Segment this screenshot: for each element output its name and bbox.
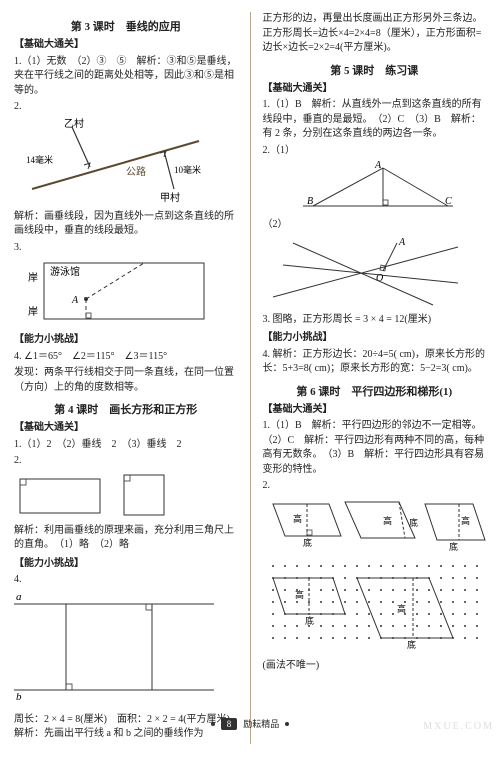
l6-basics-label: 【基础大通关】: [263, 403, 487, 418]
watermark: MXUE.COM: [423, 721, 494, 732]
svg-text:高: 高: [397, 603, 406, 614]
dist1: 14毫米: [26, 154, 53, 165]
svg-text:B: B: [307, 196, 313, 207]
svg-text:高: 高: [295, 589, 304, 600]
l3-q1: 1.（1）无数 （2）③ ⑤ 解析：③和⑤是垂线，夹在平行线之间的距离处处相等，…: [14, 55, 238, 99]
l3-q2-label: 2.: [14, 100, 238, 115]
l4-q4-label: 4.: [14, 573, 238, 588]
l3-q2-expl: 解析：画垂线段，因为直线外一点到这条直线的所画线段中，垂直的线段最短。: [14, 210, 238, 239]
lesson4-title: 第 4 课时 画长方形和正方形: [14, 401, 238, 417]
village-b: 乙村: [64, 117, 84, 130]
svg-text:岸: 岸: [28, 306, 38, 318]
lesson3-title: 第 3 课时 垂线的应用: [14, 18, 238, 34]
l4-q2-expl: 解析：利用画垂线的原理来画，充分利用三角尺上的直角。 （1）略 （2）略: [14, 524, 238, 553]
l5-q2-label: 2.（1）: [263, 144, 487, 159]
l4-q1: 1.（1）2 （2）垂线 2 （3）垂线 2: [14, 438, 238, 453]
fig-l5-21: B C A: [263, 160, 487, 215]
footer-dot-icon: [211, 722, 215, 726]
l4-basics-label: 【基础大通关】: [14, 421, 238, 436]
l3-q4-note: 发现：两条平行线相交于同一条直线，在同一位置（方向）上的角的度数相等。: [14, 366, 238, 395]
svg-text:高: 高: [383, 515, 392, 526]
svg-text:O: O: [376, 273, 383, 284]
svg-text:游泳馆: 游泳馆: [50, 265, 80, 278]
column-divider: [250, 12, 251, 744]
road-label: 公路: [126, 165, 146, 178]
l4-q2: 2.: [14, 454, 238, 469]
l6-q1: 1.（1）B 解析：平行四边形的邻边不一定相等。 （2）C 解析：平行四边形有两…: [263, 419, 487, 477]
left-column: 第 3 课时 垂线的应用 【基础大通关】 1.（1）无数 （2）③ ⑤ 解析：③…: [14, 12, 238, 744]
lesson6-title: 第 6 课时 平行四边形和梯形(1): [263, 383, 487, 399]
fig-two-rects: [14, 471, 238, 521]
svg-text:高: 高: [461, 515, 470, 526]
page-number: 8: [221, 718, 238, 730]
l5-ability-label: 【能力小挑战】: [263, 331, 487, 346]
l5-q22-label: （2）: [263, 218, 487, 233]
svg-text:高: 高: [293, 513, 302, 524]
svg-text:岸: 岸: [28, 272, 38, 284]
l5-q4: 4. 解析：正方形边长：20÷4=5( cm)，原来长方形的长：5+3=8( c…: [263, 348, 487, 377]
l5-q1: 1.（1）B 解析：从直线外一点到这条直线的所有线段中，垂直的是最短。 （2）C…: [263, 98, 487, 142]
fig-parallel-ab: a b: [14, 590, 238, 710]
right-column: 正方形的边，再量出长度画出正方形另外三条边。正方形周长=边长×4=2×4=8（厘…: [263, 12, 487, 744]
fig-parallelograms: 高 底 高 底 高 底: [263, 496, 487, 656]
l3-q4: 4. ∠1＝65° ∠2＝115° ∠3＝115°: [14, 350, 238, 365]
footer-dot-icon: [285, 722, 289, 726]
l5-q3: 3. 图略，正方形周长 = 3 × 4 = 12(厘米): [263, 313, 487, 328]
svg-text:底: 底: [407, 639, 416, 650]
svg-text:底: 底: [449, 541, 458, 552]
village-a: 甲村: [160, 191, 180, 204]
footer-brand: 励耘精品: [243, 717, 279, 730]
l6-q2-label: 2.: [263, 479, 487, 494]
svg-text:A: A: [71, 295, 79, 306]
svg-text:底: 底: [409, 517, 418, 528]
svg-text:底: 底: [305, 615, 314, 626]
basics-label: 【基础大通关】: [14, 38, 238, 53]
svg-text:A: A: [398, 237, 406, 248]
fig-l5-22: O A: [263, 235, 487, 310]
svg-text:b: b: [16, 691, 22, 703]
l3-q3-label: 3.: [14, 241, 238, 256]
l6-note: (画法不唯一): [263, 659, 487, 674]
svg-text:a: a: [16, 591, 22, 603]
l5-basics-label: 【基础大通关】: [263, 82, 487, 97]
svg-text:A: A: [374, 160, 382, 171]
lesson5-title: 第 5 课时 练习课: [263, 62, 487, 78]
fig-pool: 游泳馆 岸 岸 A: [14, 257, 238, 329]
l4-ability-label: 【能力小挑战】: [14, 557, 238, 572]
top-para: 正方形的边，再量出长度画出正方形另外三条边。正方形周长=边长×4=2×4=8（厘…: [263, 12, 487, 56]
dist2: 10毫米: [174, 164, 201, 175]
svg-text:底: 底: [303, 537, 312, 548]
l3-ability-label: 【能力小挑战】: [14, 333, 238, 348]
fig-road-villages: 公路 乙村 14毫米 甲村 10毫米: [14, 117, 238, 207]
